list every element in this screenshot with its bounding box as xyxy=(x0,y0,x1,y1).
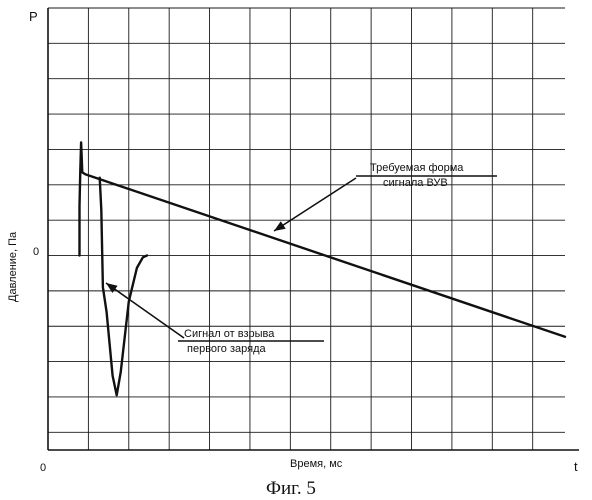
x-axis-label: Время, мс xyxy=(290,458,343,470)
annotation-arrowhead-required-signal xyxy=(274,221,286,231)
y-axis-symbol: P xyxy=(29,9,38,24)
annotation-first-charge-line2: первого заряда xyxy=(187,343,267,355)
chart-grid xyxy=(48,8,565,450)
x-axis-symbol: t xyxy=(574,459,578,474)
annotation-required-signal-line1: Требуемая форма xyxy=(370,162,464,174)
figure-caption: Фиг. 5 xyxy=(266,478,316,499)
x-origin-label: 0 xyxy=(40,462,46,474)
annotation-required-signal-line2: сигнала ВУВ xyxy=(383,177,448,189)
series-first-charge-signal xyxy=(100,178,147,396)
y-axis-label: Давление, Па xyxy=(7,231,19,302)
annotation-leader-required-signal xyxy=(274,178,356,231)
annotation-first-charge-line1: Сигнал от взрыва xyxy=(184,328,275,340)
annotation-arrowhead-first-charge xyxy=(106,283,118,293)
y-zero-label: 0 xyxy=(33,246,39,258)
